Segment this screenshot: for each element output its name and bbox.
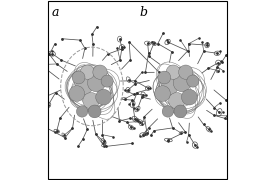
Circle shape [87, 74, 105, 92]
Circle shape [178, 65, 193, 79]
Circle shape [83, 93, 99, 109]
Circle shape [96, 89, 111, 105]
Circle shape [88, 105, 101, 118]
Circle shape [158, 71, 171, 84]
Circle shape [166, 65, 180, 79]
Circle shape [80, 65, 95, 79]
Circle shape [75, 78, 92, 95]
Circle shape [173, 74, 191, 92]
Circle shape [169, 93, 185, 109]
Circle shape [101, 75, 113, 87]
Text: a: a [52, 6, 59, 19]
Circle shape [182, 89, 197, 105]
Text: b: b [139, 6, 147, 19]
Circle shape [93, 65, 107, 79]
Circle shape [69, 86, 85, 102]
Circle shape [162, 106, 174, 117]
Circle shape [174, 105, 187, 118]
Circle shape [76, 106, 88, 117]
Circle shape [72, 71, 85, 84]
Circle shape [161, 78, 178, 95]
Circle shape [187, 75, 199, 87]
Circle shape [155, 86, 170, 102]
